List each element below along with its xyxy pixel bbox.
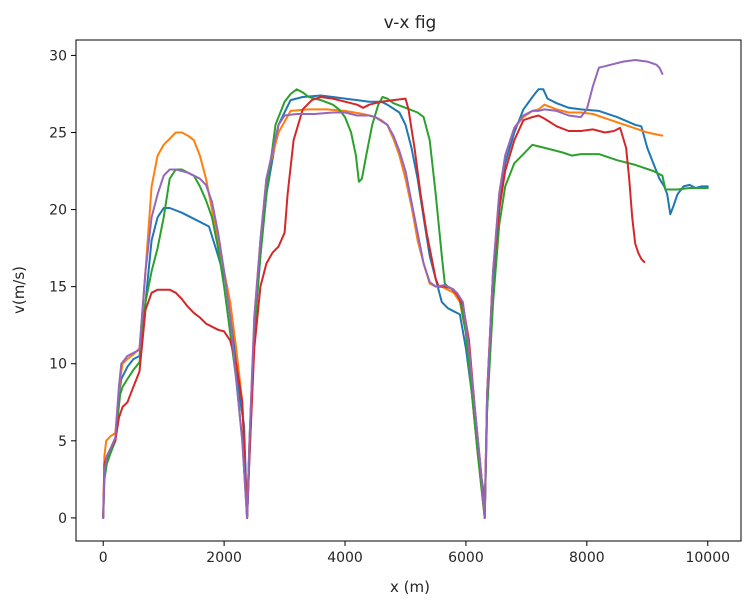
y-tick-label: 30 [49, 48, 67, 64]
y-axis: 0 5 10 15 20 25 30 [49, 48, 76, 527]
y-tick-label: 0 [58, 511, 67, 527]
y-tick-label: 5 [58, 434, 67, 450]
plot-frame [75, 39, 742, 542]
x-tick-label: 6000 [448, 550, 484, 566]
x-tick-label: 2000 [206, 550, 242, 566]
y-tick-label: 10 [49, 357, 67, 373]
y-tick-label: 25 [49, 125, 67, 141]
x-axis-title: x (m) [390, 578, 430, 596]
series-line-3 [102, 88, 709, 519]
y-tick-label: 15 [49, 280, 67, 296]
y-tick-label: 20 [49, 203, 67, 219]
x-tick-label: 8000 [569, 550, 605, 566]
x-tick-label: 0 [99, 550, 108, 566]
x-tick-label: 4000 [327, 550, 363, 566]
series-line-4 [102, 96, 646, 519]
x-axis: 0 2000 4000 6000 8000 10000 [99, 541, 730, 566]
x-tick-label: 10000 [685, 550, 730, 566]
y-axis-title: v(m/s) [10, 266, 28, 314]
series-line-5 [102, 59, 664, 519]
series-layer [102, 59, 709, 519]
chart-title: v-x fig [384, 13, 437, 33]
